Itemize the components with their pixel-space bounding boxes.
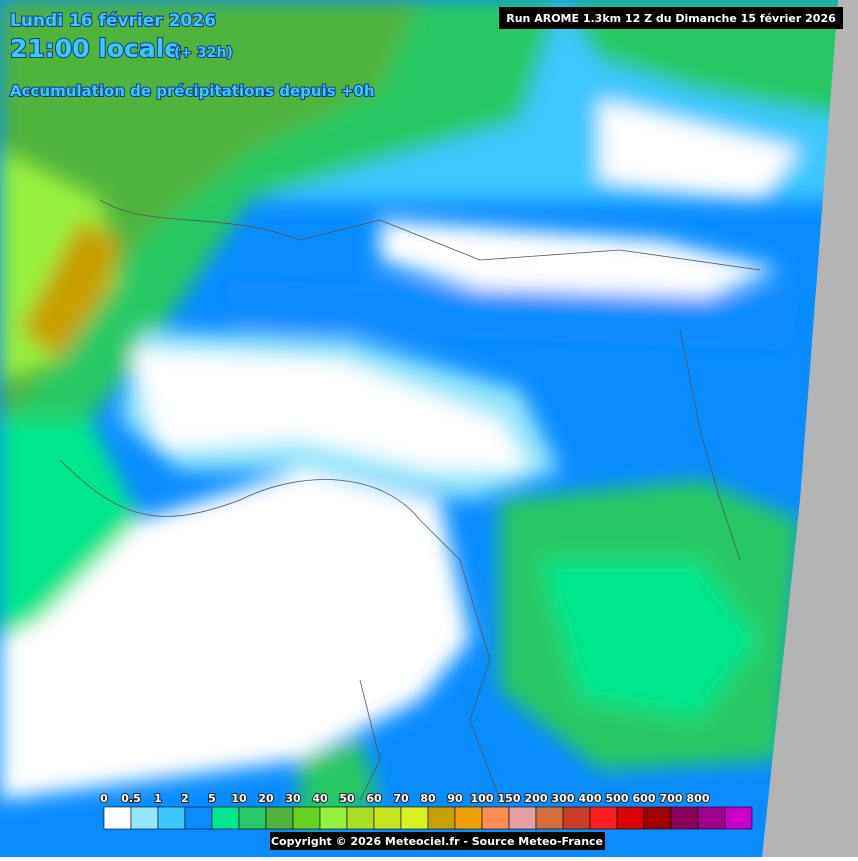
legend-swatch [211,806,240,830]
legend-label: 500 [606,792,629,805]
legend-swatch [643,806,672,830]
legend-label: 0.5 [121,792,141,805]
legend-label: 10 [231,792,247,805]
legend-label: 80 [420,792,436,805]
borders [59,199,761,801]
legend-swatch [535,806,564,830]
copyright-box [270,832,605,850]
offset: (+ 32h) [174,45,233,61]
date: Lundi 16 février 2026 [10,11,216,31]
legend-label: 800 [687,792,710,805]
legend-swatch [346,806,375,830]
legend-swatch [103,806,132,830]
legend-label: 2 [181,792,189,805]
legend-swatch [562,806,591,830]
legend-swatch [508,806,537,830]
legend-label: 70 [393,792,409,805]
legend-swatch [238,806,267,830]
legend-label: 90 [447,792,463,805]
legend-swatch [589,806,618,830]
legend-swatch [400,806,429,830]
precipitation-field [0,0,858,830]
legend-label: 300 [552,792,575,805]
legend-swatch [292,806,321,830]
legend-swatch [427,806,456,830]
legend-label: 40 [312,792,328,805]
legend-swatch [616,806,645,830]
run-info: Run AROME 1.3km 12 Z du Dimanche 15 févr… [506,12,836,25]
legend-label: 700 [660,792,683,805]
legend-swatch [184,806,213,830]
legend-swatch [265,806,294,830]
legend-label: 150 [498,792,521,805]
legend-swatch [130,806,159,830]
legend-swatch [724,806,753,830]
legend-swatch [697,806,726,830]
legend-label: 400 [579,792,602,805]
run-box [499,7,843,29]
legend: 0 0.5 1 2 5 10 20 30 40 50 60 70 80 90 100 150 200 300 400… [99,791,753,830]
subtitle: Accumulation de précipitations depuis +0… [10,82,375,100]
legend-label: 1 [154,792,162,805]
legend-label: 30 [285,792,301,805]
legend-label: 600 [633,792,656,805]
out-of-domain [762,0,858,857]
copyright: Copyright © 2026 Meteociel.fr - Source M… [271,835,603,848]
titles: Lundi 16 février 2026 21:00 locale (+ 32… [9,10,376,101]
legend-label: 0 [100,792,108,805]
legend-label: 50 [339,792,355,805]
legend-label: 60 [366,792,382,805]
legend-swatch [454,806,483,830]
legend-swatch [319,806,348,830]
legend-label: 100 [471,792,494,805]
legend-swatch [157,806,186,830]
legend-swatch [670,806,699,830]
legend-label: 20 [258,792,274,805]
time: 21:00 locale [10,34,181,63]
legend-swatch [373,806,402,830]
legend-label: 200 [525,792,548,805]
legend-swatch [481,806,510,830]
legend-label: 5 [208,792,216,805]
